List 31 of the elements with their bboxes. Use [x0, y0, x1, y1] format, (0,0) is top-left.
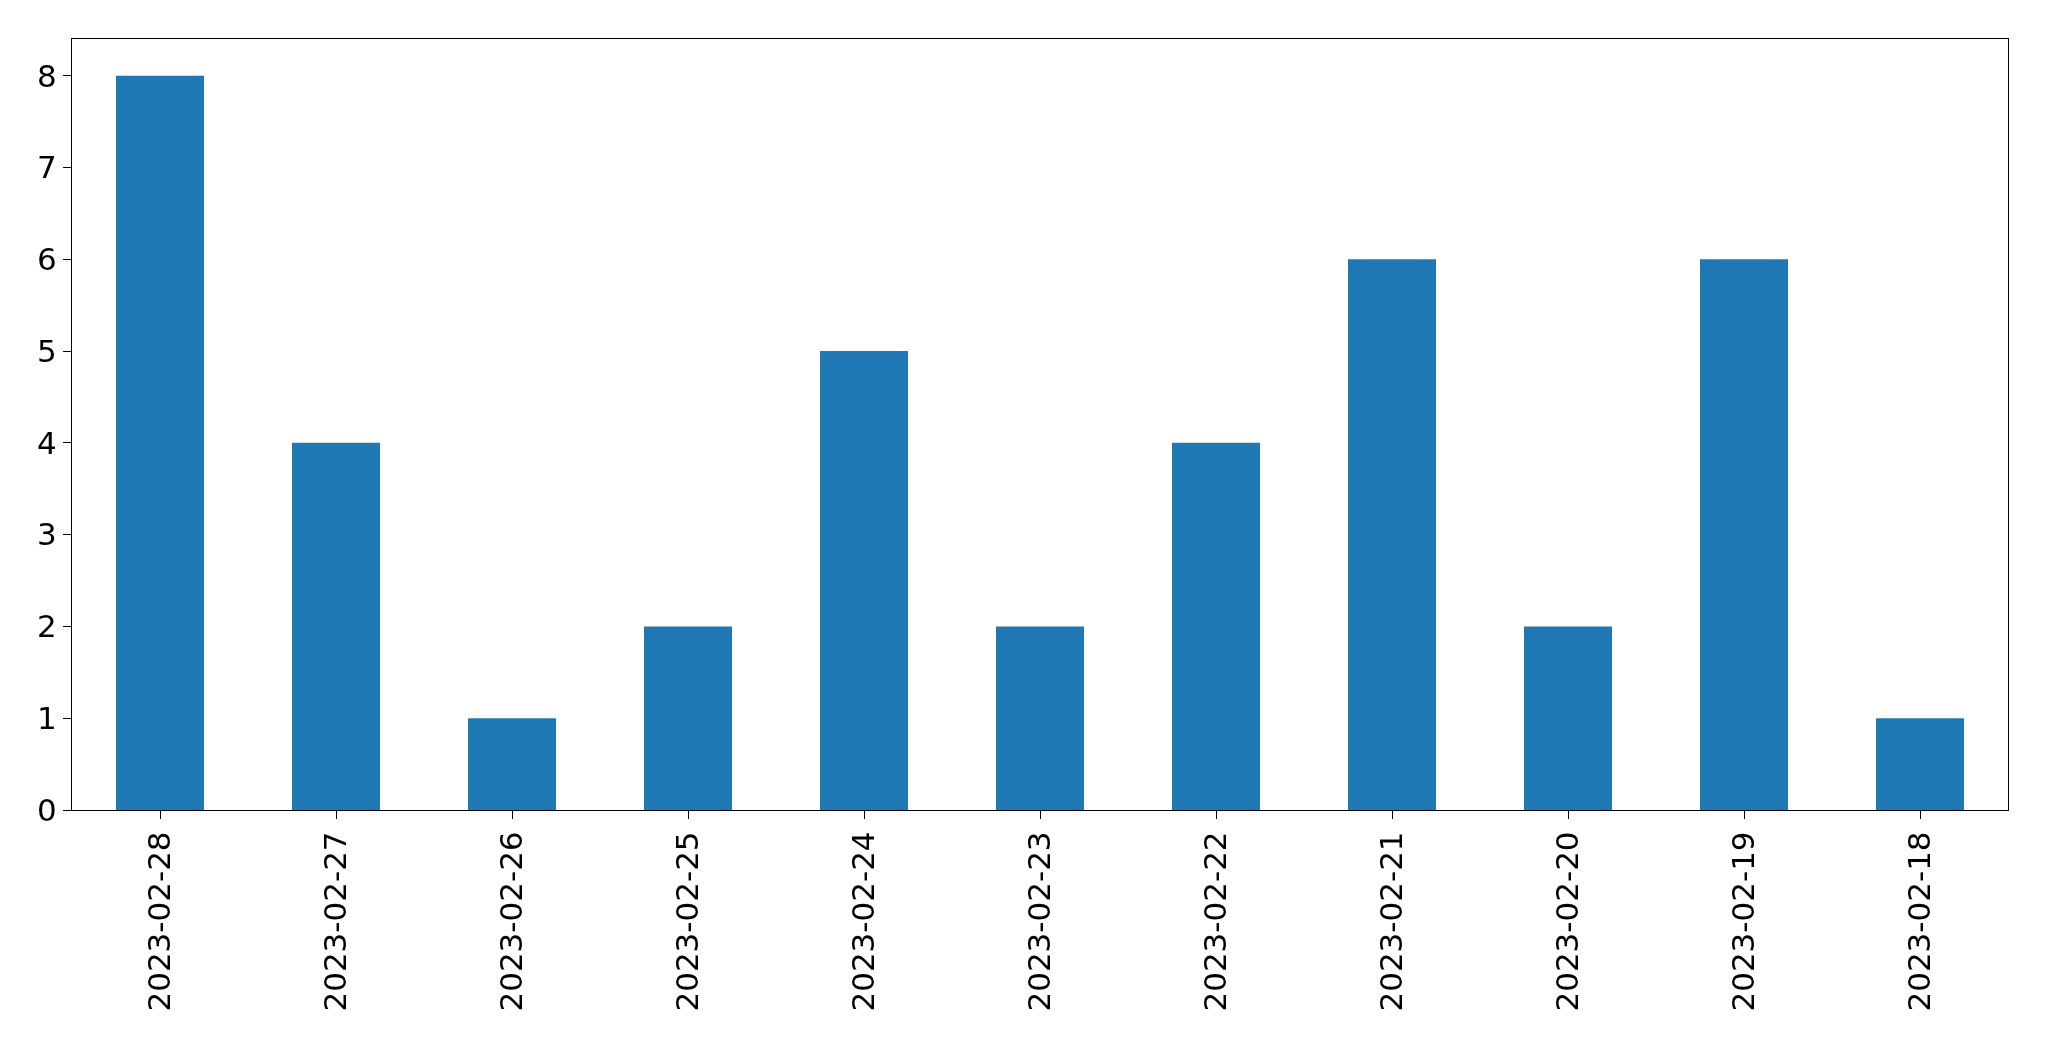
bar	[116, 75, 204, 810]
y-tick-label: 5	[37, 332, 57, 369]
x-tick-label: 2023-02-19	[1725, 831, 1762, 1012]
y-tick-label: 3	[37, 516, 57, 553]
y-tick-label: 2	[37, 608, 57, 645]
x-tick-label: 2023-02-26	[493, 831, 530, 1012]
bar	[1172, 442, 1260, 810]
bar	[820, 351, 908, 810]
bar	[468, 718, 556, 810]
bar	[644, 626, 732, 810]
y-tick-label: 4	[37, 424, 57, 461]
y-tick-label: 8	[37, 57, 57, 94]
x-tick-label: 2023-02-27	[317, 831, 354, 1012]
bar	[292, 442, 380, 810]
x-tick-label: 2023-02-18	[1901, 831, 1938, 1012]
x-tick-label: 2023-02-23	[1021, 831, 1058, 1012]
x-tick-label: 2023-02-24	[845, 831, 882, 1012]
bar	[1524, 626, 1612, 810]
bar	[1876, 718, 1964, 810]
x-tick-label: 2023-02-21	[1373, 831, 1410, 1012]
x-tick-label: 2023-02-20	[1549, 831, 1586, 1012]
bar	[1700, 259, 1788, 810]
x-tick-label: 2023-02-25	[669, 831, 706, 1012]
x-tick-label: 2023-02-22	[1197, 831, 1234, 1012]
bar	[996, 626, 1084, 810]
y-tick-label: 1	[37, 700, 57, 737]
y-tick-label: 0	[37, 791, 57, 828]
y-tick-label: 6	[37, 241, 57, 278]
y-tick-label: 7	[37, 149, 57, 186]
x-tick-label: 2023-02-28	[141, 831, 178, 1012]
bar	[1348, 259, 1436, 810]
